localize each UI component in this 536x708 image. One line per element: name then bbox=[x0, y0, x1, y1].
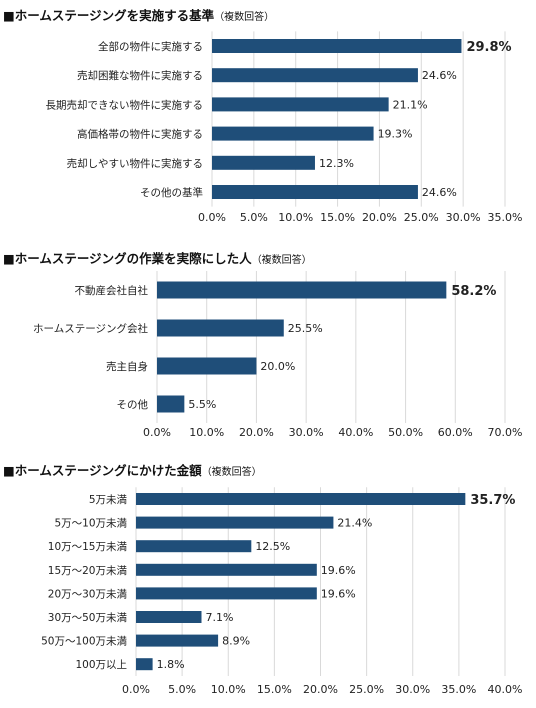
x-tick-label: 20.0% bbox=[239, 426, 274, 439]
x-tick-label: 60.0% bbox=[438, 426, 473, 439]
data-label: 20.0% bbox=[260, 360, 295, 373]
x-tick-label: 25.0% bbox=[404, 211, 439, 224]
category-label: 長期売却できない物件に実施する bbox=[46, 98, 204, 111]
data-label: 7.1% bbox=[205, 611, 233, 624]
x-tick-label: 40.0% bbox=[338, 426, 373, 439]
category-label: 売却しやすい物件に実施する bbox=[67, 157, 203, 170]
data-label: 29.8% bbox=[466, 40, 511, 55]
x-tick-label: 10.0% bbox=[211, 683, 246, 696]
category-label: 全部の物件に実施する bbox=[98, 40, 203, 53]
category-label: 5万～10万未満 bbox=[54, 518, 127, 530]
bar bbox=[212, 97, 389, 112]
x-tick-label: 0.0% bbox=[143, 426, 171, 439]
data-label: 12.3% bbox=[319, 157, 354, 170]
x-tick-label: 5.0% bbox=[168, 683, 196, 696]
bar bbox=[157, 395, 185, 413]
x-tick-label: 30.0% bbox=[446, 211, 481, 224]
data-label: 58.2% bbox=[451, 284, 496, 299]
data-label: 8.9% bbox=[222, 635, 250, 648]
chart-title-1-note: （複数回答） bbox=[214, 12, 275, 23]
data-label: 24.6% bbox=[422, 186, 457, 199]
chart-title-1-text: ■ホームステージングを実施する基準 bbox=[3, 8, 215, 23]
bar bbox=[157, 281, 447, 299]
bar bbox=[212, 39, 462, 53]
chart-cost: 0.0% 5.0% 10.0% 15.0% 20.0% 25.0% 30.0% 35.0% 40… bbox=[41, 487, 523, 696]
bar bbox=[136, 516, 334, 529]
bar bbox=[212, 185, 418, 199]
category-label: その他 bbox=[117, 398, 149, 411]
data-label: 19.3% bbox=[378, 128, 413, 141]
bar bbox=[212, 126, 374, 141]
bar bbox=[136, 658, 153, 671]
x-tick-label: 30.0% bbox=[395, 683, 430, 696]
bar bbox=[136, 587, 317, 600]
x-tick-label: 10.0% bbox=[278, 211, 313, 224]
x-tick-label: 15.0% bbox=[257, 683, 292, 696]
data-label: 5.5% bbox=[188, 398, 216, 411]
data-label: 25.5% bbox=[288, 322, 323, 335]
category-label: 高価格帯の物件に実施する bbox=[77, 128, 203, 141]
data-label: 1.8% bbox=[157, 658, 185, 671]
chart-title-3: ■ホームステージングにかけた金額（複数回答） bbox=[3, 460, 262, 479]
x-tick-label: 0.0% bbox=[122, 683, 150, 696]
bar bbox=[136, 611, 202, 623]
category-label: 売主自身 bbox=[106, 360, 148, 373]
chart-title-2-text: ■ホームステージングの作業を実際にした人 bbox=[3, 251, 252, 266]
data-label: 12.5% bbox=[255, 540, 290, 553]
data-label: 35.7% bbox=[470, 493, 515, 508]
chart-title-3-note: （複数回答） bbox=[201, 467, 262, 478]
category-label: 50万～100万未満 bbox=[41, 636, 127, 648]
category-label: 15万～20万未満 bbox=[48, 565, 128, 577]
x-tick-label: 35.0% bbox=[488, 211, 523, 224]
category-label: 30万～50万未満 bbox=[48, 612, 128, 624]
chart-title-3-text: ■ホームステージングにかけた金額 bbox=[3, 463, 202, 478]
chart-title-2: ■ホームステージングの作業を実際にした人（複数回答） bbox=[3, 248, 312, 267]
category-label: 5万未満 bbox=[89, 494, 128, 506]
category-label: その他の基準 bbox=[140, 186, 203, 199]
x-tick-label: 70.0% bbox=[488, 426, 523, 439]
chart-worker: 0.0% 10.0% 20.0% 30.0% 40.0% 50.0% 60.0% 70.0% 不… bbox=[33, 271, 523, 439]
x-tick-label: 0.0% bbox=[198, 211, 226, 224]
category-label: ホームステージング会社 bbox=[33, 322, 148, 335]
bar bbox=[157, 357, 257, 375]
x-tick-label: 10.0% bbox=[189, 426, 224, 439]
x-tick-label: 30.0% bbox=[289, 426, 324, 439]
chart-title-1: ■ホームステージングを実施する基準（複数回答） bbox=[3, 5, 274, 24]
category-label: 10万～15万未満 bbox=[48, 541, 128, 553]
bar bbox=[212, 68, 418, 83]
category-label: 20万～30万未満 bbox=[48, 588, 128, 600]
chart-criteria: 0.0% 5.0% 10.0% 15.0% 20.0% 25.0% 30.0% 35.0% 全部… bbox=[46, 31, 523, 224]
data-label: 19.6% bbox=[321, 564, 356, 577]
data-label: 21.1% bbox=[393, 98, 428, 111]
x-tick-label: 25.0% bbox=[349, 683, 384, 696]
x-tick-label: 15.0% bbox=[320, 211, 355, 224]
data-label: 19.6% bbox=[321, 587, 356, 600]
x-tick-label: 40.0% bbox=[488, 683, 523, 696]
bar bbox=[136, 493, 466, 505]
category-label: 不動産会社自社 bbox=[75, 284, 149, 297]
x-tick-label: 20.0% bbox=[303, 683, 338, 696]
x-tick-label: 50.0% bbox=[388, 426, 423, 439]
x-tick-label: 20.0% bbox=[362, 211, 397, 224]
x-tick-label: 35.0% bbox=[441, 683, 476, 696]
x-tick-label: 5.0% bbox=[240, 211, 268, 224]
bar bbox=[136, 540, 252, 553]
bar bbox=[136, 634, 219, 647]
bar bbox=[157, 319, 284, 337]
category-label: 100万以上 bbox=[75, 659, 127, 671]
chart-title-2-note: （複数回答） bbox=[251, 255, 312, 266]
data-label: 24.6% bbox=[422, 69, 457, 82]
data-label: 21.4% bbox=[337, 517, 372, 530]
bar bbox=[136, 563, 317, 576]
category-label: 売却困難な物件に実施する bbox=[77, 69, 203, 82]
bar bbox=[212, 155, 315, 170]
